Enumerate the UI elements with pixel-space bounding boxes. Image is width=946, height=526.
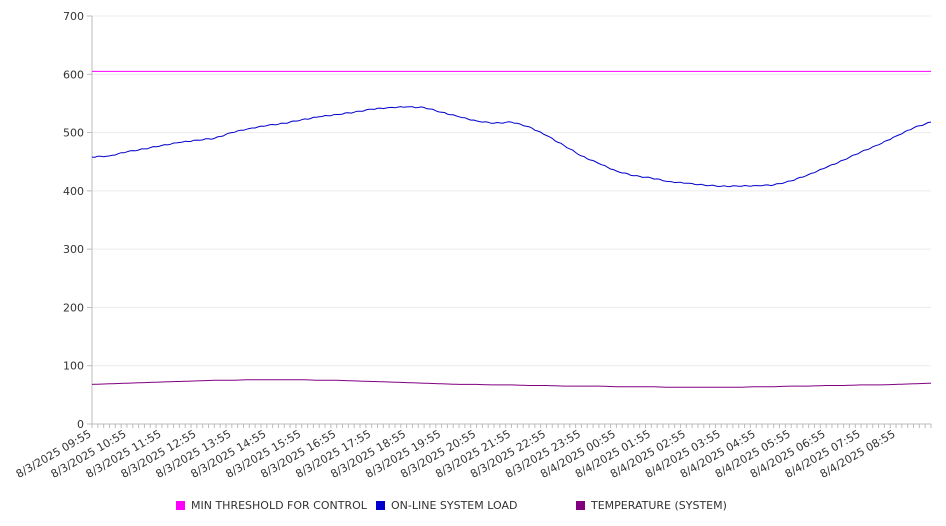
- legend-label-temperature: TEMPERATURE (SYSTEM): [591, 499, 727, 512]
- series-lines: [91, 70, 932, 388]
- series-line-2: [91, 379, 932, 388]
- series-line-1: [91, 106, 932, 188]
- legend-swatch-min-threshold: [176, 501, 185, 510]
- y-tick-label-3: 300: [63, 243, 84, 256]
- y-tick-label-1: 100: [63, 360, 84, 373]
- y-tick-label-2: 200: [63, 301, 84, 314]
- y-tick-label-6: 600: [63, 68, 84, 81]
- grid-lines: [92, 15, 931, 425]
- legend-item-min-threshold[interactable]: MIN THRESHOLD FOR CONTROL: [176, 499, 367, 512]
- legend-item-temperature[interactable]: TEMPERATURE (SYSTEM): [576, 499, 727, 512]
- legend: MIN THRESHOLD FOR CONTROL ON-LINE SYSTEM…: [0, 497, 946, 515]
- axes: [91, 16, 931, 425]
- y-axis-ticks: 0 100 200 300 400 500 600 700: [63, 10, 92, 431]
- legend-label-system-load: ON-LINE SYSTEM LOAD: [391, 499, 518, 512]
- legend-swatch-temperature: [576, 501, 585, 510]
- y-tick-label-7: 700: [63, 10, 84, 23]
- y-tick-label-0: 0: [77, 418, 84, 431]
- legend-swatch-system-load: [376, 501, 385, 510]
- legend-label-min-threshold: MIN THRESHOLD FOR CONTROL: [191, 499, 367, 512]
- x-axis-ticks: 8/3/2025 09:558/3/2025 10:558/3/2025 11:…: [14, 424, 932, 481]
- y-tick-label-5: 500: [63, 127, 84, 140]
- legend-item-system-load[interactable]: ON-LINE SYSTEM LOAD: [376, 499, 517, 512]
- y-tick-label-4: 400: [63, 185, 84, 198]
